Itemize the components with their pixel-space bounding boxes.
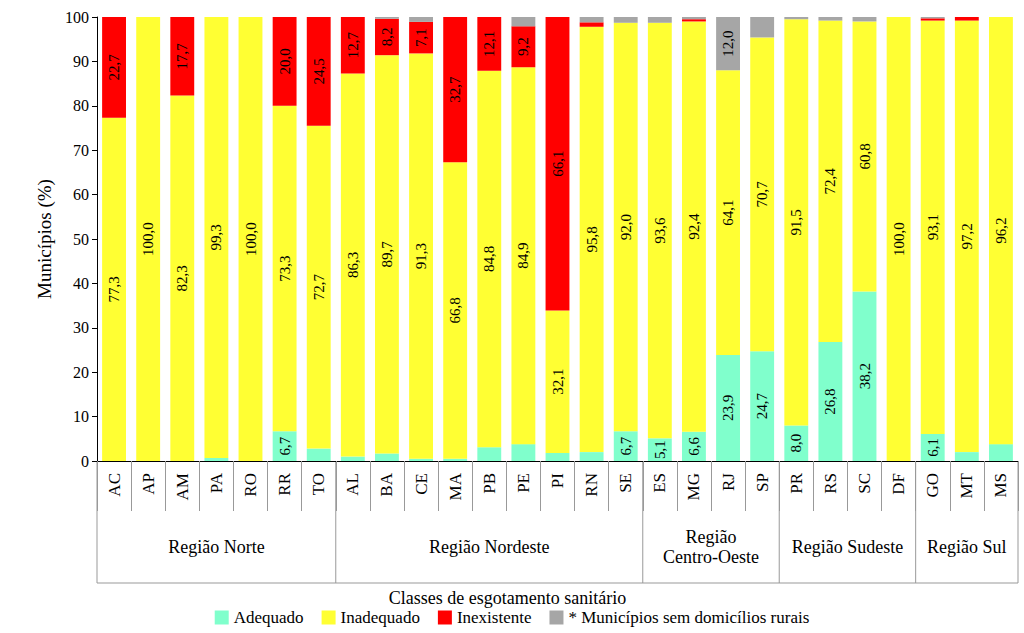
svg-text:0: 0 [81,453,89,470]
svg-text:Região Sul: Região Sul [927,537,1007,557]
svg-text:12,0: 12,0 [720,31,736,57]
svg-text:* Municípios sem domicílios ru: * Municípios sem domicílios rurais [568,608,809,627]
svg-text:95,8: 95,8 [584,226,600,252]
svg-text:60: 60 [73,186,89,203]
svg-text:9,2: 9,2 [515,37,531,56]
svg-text:5,1: 5,1 [652,440,668,459]
svg-text:92,4: 92,4 [686,213,702,240]
svg-text:89,7: 89,7 [379,241,395,268]
svg-text:7,1: 7,1 [413,28,429,47]
svg-text:SP: SP [753,473,772,492]
svg-text:GO: GO [923,473,942,498]
svg-text:SC: SC [855,473,874,494]
svg-text:MA: MA [446,472,465,500]
svg-text:24,5: 24,5 [311,58,327,84]
svg-text:PI: PI [548,473,567,488]
svg-text:RJ: RJ [719,473,738,491]
svg-text:12,7: 12,7 [345,32,361,59]
svg-text:84,9: 84,9 [515,243,531,269]
svg-text:97,2: 97,2 [959,223,975,249]
svg-text:AM: AM [173,473,192,500]
svg-text:DF: DF [889,473,908,495]
svg-text:23,9: 23,9 [720,395,736,421]
svg-text:93,1: 93,1 [925,214,941,240]
svg-text:72,4: 72,4 [822,168,838,195]
svg-text:MG: MG [684,473,703,500]
svg-text:86,3: 86,3 [345,252,361,278]
svg-text:Centro-Oeste: Centro-Oeste [663,547,759,567]
svg-text:72,7: 72,7 [311,274,327,301]
svg-text:32,7: 32,7 [447,76,463,103]
svg-text:77,3: 77,3 [106,276,122,302]
svg-text:Classes de esgotamento sanitár: Classes de esgotamento sanitário [389,588,626,608]
svg-text:12,1: 12,1 [481,31,497,57]
svg-text:6,7: 6,7 [277,436,293,455]
svg-text:60,8: 60,8 [857,143,873,169]
svg-text:ES: ES [650,473,669,493]
svg-text:82,3: 82,3 [174,265,190,291]
svg-text:91,3: 91,3 [413,243,429,269]
svg-text:100,0: 100,0 [891,222,907,256]
svg-text:64,1: 64,1 [720,199,736,225]
svg-text:92,0: 92,0 [618,214,634,240]
svg-text:BA: BA [377,472,396,496]
svg-text:PB: PB [480,473,499,494]
svg-text:66,1: 66,1 [550,151,566,177]
svg-text:32,1: 32,1 [550,369,566,395]
svg-text:99,3: 99,3 [208,224,224,250]
svg-text:91,5: 91,5 [788,209,804,235]
svg-text:38,2: 38,2 [857,363,873,389]
svg-text:PA: PA [207,472,226,493]
svg-text:Região Sudeste: Região Sudeste [792,537,903,557]
svg-text:CE: CE [412,473,431,495]
svg-text:66,8: 66,8 [447,297,463,323]
svg-text:SE: SE [616,473,635,493]
svg-text:RO: RO [241,473,260,497]
svg-text:30: 30 [73,319,89,336]
svg-text:70,7: 70,7 [754,181,770,208]
svg-text:Região Nordeste: Região Nordeste [429,537,549,557]
svg-text:96,2: 96,2 [993,217,1009,243]
svg-text:RN: RN [582,473,601,497]
svg-text:90: 90 [73,53,89,70]
svg-text:AC: AC [105,473,124,497]
svg-text:8,0: 8,0 [788,434,804,453]
svg-text:73,3: 73,3 [277,255,293,281]
svg-text:100,0: 100,0 [243,222,259,256]
svg-text:Municípios (%): Municípios (%) [34,179,56,299]
svg-text:20: 20 [73,364,89,381]
svg-text:RR: RR [275,472,294,495]
svg-text:TO: TO [309,473,328,495]
svg-text:50: 50 [73,231,89,248]
svg-text:6,6: 6,6 [686,436,702,455]
svg-text:17,7: 17,7 [174,43,190,70]
svg-text:93,6: 93,6 [652,217,668,244]
svg-text:22,7: 22,7 [106,54,122,81]
svg-text:MT: MT [957,472,976,498]
svg-text:70: 70 [73,142,89,159]
svg-text:26,8: 26,8 [822,388,838,414]
svg-text:AP: AP [139,473,158,495]
svg-text:24,7: 24,7 [754,393,770,420]
svg-text:Região Norte: Região Norte [168,537,264,557]
svg-text:MS: MS [991,473,1010,498]
svg-text:Região: Região [686,527,737,547]
svg-text:RS: RS [821,473,840,494]
svg-text:80: 80 [73,97,89,114]
svg-text:40: 40 [73,275,89,292]
svg-text:6,1: 6,1 [925,438,941,457]
svg-text:AL: AL [343,473,362,496]
svg-text:100: 100 [65,9,89,26]
svg-text:Inadequado: Inadequado [341,608,420,627]
svg-text:6,7: 6,7 [618,436,634,455]
svg-text:8,2: 8,2 [379,28,395,47]
svg-text:Inexistente: Inexistente [457,608,532,627]
svg-text:10: 10 [73,408,89,425]
svg-text:100,0: 100,0 [140,222,156,256]
svg-text:20,0: 20,0 [277,48,293,74]
svg-text:PR: PR [787,472,806,493]
svg-text:84,8: 84,8 [481,246,497,272]
svg-text:Adequado: Adequado [234,608,304,627]
svg-text:PE: PE [514,473,533,493]
